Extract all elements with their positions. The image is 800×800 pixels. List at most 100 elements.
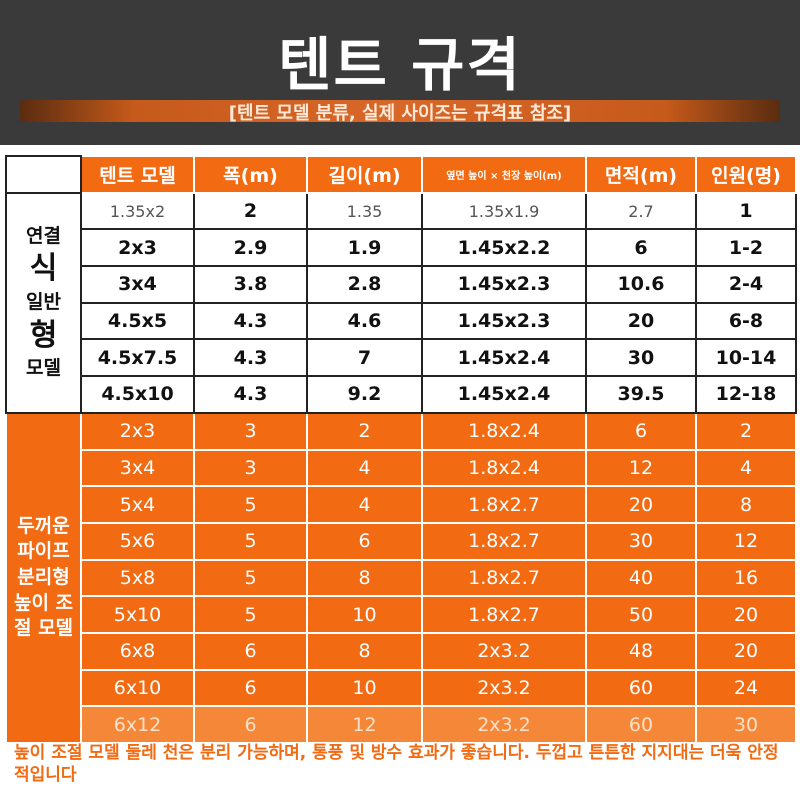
table-cell: 24 [695,668,797,708]
table-cell: 12 [306,705,423,744]
table-cell: 6x8 [80,631,195,671]
table-cell: 12 [695,521,797,561]
table-cell: 10 [306,595,423,634]
table-cell: 1-2 [695,228,797,268]
table-cell: 1.8x2.7 [421,595,587,634]
column-header-width: 폭(m) [193,155,308,194]
table-cell: 30 [695,705,797,744]
table-cell: 20 [695,631,797,671]
table-cell: 4.5x10 [80,375,195,414]
table-cell: 10-14 [695,338,797,378]
table-cell: 60 [585,668,697,708]
group-label-adjustable-line: 분리형 [17,566,70,589]
table-row: 연결 식 일반 형 모델 1.35x2 2 1.35 1.35x1.9 2.7 1 [5,191,797,414]
table-cell: 8 [306,558,423,598]
table-cell: 8 [695,485,797,524]
table-cell: 1.8x2.4 [421,448,587,488]
table-cell: 20 [585,485,697,524]
table-cell: 6 [306,521,423,561]
table-row: 5x4 5 4 1.8x2.7 20 8 [6,485,797,524]
group-label-standard-line: 일반 [26,290,61,313]
table-cell: 2x3.2 [421,705,587,744]
table-cell: 30 [585,338,697,378]
table-row: 2x3 2.9 1.9 1.45x2.2 6 1-2 [6,228,797,268]
table-cell: 1.8x2.7 [421,485,587,524]
table-header-row: 텐트 모델 폭(m) 길이(m) 옆면 높이 × 천장 높이(m) 면적(m) … [5,155,797,194]
tent-spec-table: 텐트 모델 폭(m) 길이(m) 옆면 높이 × 천장 높이(m) 면적(m) … [5,155,797,745]
table-cell: 39.5 [585,375,697,414]
header-banner: 텐트 규격 [텐트 모델 분류, 실제 사이즈는 규격표 참조] [0,0,800,145]
group-label-standard-line: 형 [29,317,58,353]
table-row: 5x10 5 10 1.8x2.7 50 20 [6,595,797,634]
group-label-standard-line: 식 [29,251,58,287]
table-row: 3x4 3 4 1.8x2.4 12 4 [6,448,797,488]
table-cell: 7 [306,338,423,378]
table-cell: 6-8 [695,301,797,341]
table-cell: 6 [585,228,697,268]
table-cell: 6 [193,631,308,671]
table-cell: 5 [193,595,308,634]
table-cell: 2x3.2 [421,668,587,708]
table-cell: 4 [306,448,423,488]
table-row: 4.5x10 4.3 9.2 1.45x2.4 39.5 12-18 [6,375,797,414]
table-row: 6x10 6 10 2x3.2 60 24 [6,668,797,708]
page-title: 텐트 규격 [278,31,522,99]
table-cell: 1.45x2.3 [421,265,587,304]
table-cell: 8 [306,631,423,671]
table-cell: 2 [193,191,308,231]
table-cell: 2x3 [80,411,195,451]
table-cell: 4.6 [306,301,423,341]
table-cell: 12-18 [695,375,797,414]
table-cell: 1 [695,191,797,231]
table-cell: 1.35x2 [80,191,195,231]
table-cell: 3x4 [80,448,195,488]
table-cell: 4.5x7.5 [80,338,195,378]
table-cell: 1.45x2.4 [421,375,587,414]
table-row: 5x6 5 6 1.8x2.7 30 12 [6,521,797,561]
table-cell: 20 [695,595,797,634]
table-row: 6x12 6 12 2x3.2 60 30 [6,705,797,744]
group-label-standard: 연결 식 일반 형 모델 [5,191,82,414]
table-cell: 4 [306,485,423,524]
table-cell: 2 [306,411,423,451]
table-cell: 5x4 [80,485,195,524]
table-cell: 1.45x2.3 [421,301,587,341]
table-cell: 48 [585,631,697,671]
table-cell: 5x6 [80,521,195,561]
table-cell: 50 [585,595,697,634]
subtitle-bar [20,100,780,122]
table-cell: 60 [585,705,697,744]
table-cell: 4.5x5 [80,301,195,341]
table-cell: 5 [193,521,308,561]
table-cell: 1.8x2.7 [421,521,587,561]
table-cell: 2x3.2 [421,631,587,671]
table-cell: 1.9 [306,228,423,268]
table-row: 5x8 5 8 1.8x2.7 40 16 [6,558,797,598]
table-row: 4.5x7.5 4.3 7 1.45x2.4 30 10-14 [6,338,797,378]
table-cell: 4.3 [193,338,308,378]
group-label-adjustable-line: 파이프 [17,540,70,563]
table-cell: 30 [585,521,697,561]
table-cell: 5x8 [80,558,195,598]
table-cell: 2.8 [306,265,423,304]
column-header-length: 길이(m) [306,155,423,194]
footnote-text: 높이 조절 모델 둘레 천은 분리 가능하며, 통풍 및 방수 효과가 좋습니다… [14,743,779,786]
table-cell: 5 [193,485,308,524]
table-cell: 6 [585,411,697,451]
table-cell: 1.8x2.4 [421,411,587,451]
column-header-model: 텐트 모델 [80,155,195,194]
page-subtitle: [텐트 모델 분류, 실제 사이즈는 규격표 참조] [228,103,572,124]
table-row: 4.5x5 4.3 4.6 1.45x2.3 20 6-8 [6,301,797,341]
corner-cell [5,155,82,194]
group-label-adjustable-line: 높이 조 [13,591,74,614]
table-cell: 5 [193,558,308,598]
table-cell: 16 [695,558,797,598]
table-cell: 9.2 [306,375,423,414]
table-cell: 4.3 [193,301,308,341]
table-cell: 1.45x2.2 [421,228,587,268]
footnote-size: 28inch [14,712,82,733]
group-label-standard-line: 연결 [26,224,61,247]
table-cell: 2-4 [695,265,797,304]
table-cell: 1.35 [306,191,423,231]
